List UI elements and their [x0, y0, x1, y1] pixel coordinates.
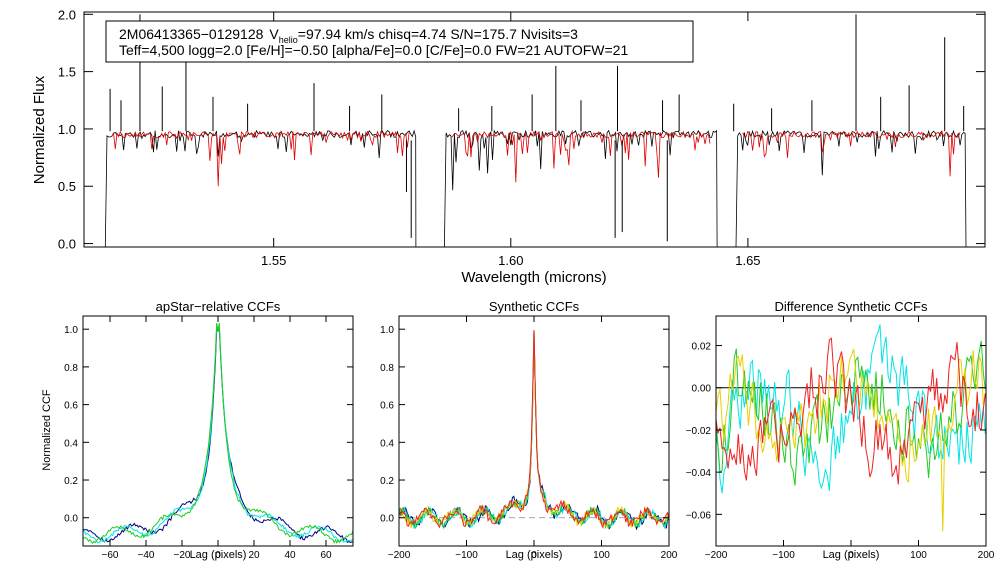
synthetic-ccf-ytick-label: 0.0 — [380, 514, 394, 525]
apstar-ccf-xlabel: Lag (pixels) — [190, 549, 247, 561]
spectrum-xlabel: Wavelength (microns) — [461, 269, 606, 286]
synthetic-ccf-xtick-label: 200 — [661, 550, 678, 561]
apstar-ccf-panel: apStar−relative CCFs −60 −40 −20 0 20 40 60 0.0… — [41, 299, 354, 561]
difference-ccf-ytick-label: 0.02 — [692, 342, 712, 353]
spectrum-ylabel: Normalized Flux — [31, 75, 48, 184]
apstar-ccf-xtick-label: −20 — [174, 550, 191, 561]
synthetic-ccf-xtick-label: −200 — [388, 550, 411, 561]
spectrum-ytick-label: 1.5 — [58, 65, 76, 80]
apstar-ccf-xtick-label: −40 — [138, 550, 155, 561]
apstar-ccf-ytick-label: 0.6 — [64, 401, 78, 412]
apstar-ccf-xtick-label: 20 — [248, 550, 260, 561]
spectrum-model-chip-2 — [450, 129, 711, 183]
apstar-ccf-ytick-label: 0.2 — [64, 476, 78, 487]
spectrum-model-chip-1 — [111, 130, 410, 187]
spectrum-xtick-label: 1.60 — [498, 253, 523, 268]
difference-ccf-xtick-label: −100 — [772, 550, 795, 561]
synthetic-ccf-series-5 — [398, 330, 670, 530]
apstar-ccf-title: apStar−relative CCFs — [156, 299, 281, 314]
spectrum-ytick-label: 0.5 — [58, 179, 76, 194]
apstar-ccf-ytick-label: 0.0 — [64, 514, 78, 525]
apstar-ccf-xtick-label: 40 — [284, 550, 296, 561]
synthetic-ccf-ytick-label: 0.8 — [380, 363, 394, 374]
vhelio-subscript: helio — [279, 35, 298, 45]
spectrum-ytick-label: 0.0 — [58, 237, 76, 252]
info-line-2: Teff=4,500 logg=2.0 [Fe/H]=−0.50 [alpha/… — [119, 42, 628, 58]
apstar-ccf-series-3 — [82, 322, 354, 545]
difference-ccf-xtick-label: 200 — [978, 550, 995, 561]
difference-ccf-series-1 — [715, 324, 986, 494]
apstar-ccf-xtick-label: 0 — [215, 550, 221, 561]
apstar-ccf-ylabel: Normalized CCF — [41, 389, 53, 471]
vhelio-symbol: V — [269, 26, 279, 42]
spectrum-ytick-label: 2.0 — [58, 7, 76, 22]
apstar-ccf-ytick-label: 0.8 — [64, 363, 78, 374]
synthetic-ccf-ytick-label: 0.6 — [380, 401, 394, 412]
apstar-ccf-xtick-label: −60 — [102, 550, 119, 561]
synthetic-ccf-xtick-label: 100 — [593, 550, 610, 561]
difference-ccf-xlabel: Lag (pixels) — [823, 549, 880, 561]
difference-ccf-series-4 — [715, 337, 986, 485]
difference-ccf-ytick-label: −0.04 — [686, 468, 712, 479]
spectrum-xtick-label: 1.65 — [735, 253, 760, 268]
apstar-ccf-xtick-label: 60 — [320, 550, 332, 561]
synthetic-ccf-ytick-label: 1.0 — [380, 325, 394, 336]
star-id: 2M06413365−0129128 — [119, 26, 264, 42]
spectrum-frame — [83, 11, 986, 248]
spectrum-ytick-label: 1.0 — [58, 122, 76, 137]
difference-ccf-panel: Difference Synthetic CCFs −200 −100 0 100 20… — [686, 299, 995, 561]
apstar-ccf-ytick-label: 1.0 — [64, 325, 78, 336]
difference-ccf-ytick-label: −0.06 — [686, 510, 712, 521]
difference-ccf-xtick-label: 0 — [848, 550, 854, 561]
spectrum-xtick-label: 1.55 — [261, 253, 286, 268]
spectrum-model-chip-3 — [742, 130, 961, 177]
difference-ccf-ytick-label: −0.02 — [686, 426, 712, 437]
synthetic-ccf-xtick-label: 0 — [531, 550, 537, 561]
apstar-ccf-ytick-label: 0.4 — [64, 438, 78, 449]
synthetic-ccf-panel: Synthetic CCFs −200 −100 0 100 200 0.0 0.2 0.4 0… — [380, 299, 678, 561]
synthetic-ccf-ytick-label: 0.4 — [380, 438, 394, 449]
info-box — [105, 20, 694, 63]
synthetic-ccf-ytick-label: 0.2 — [380, 476, 394, 487]
synthetic-ccf-xtick-label: −100 — [455, 550, 478, 561]
difference-ccf-xtick-label: −200 — [705, 550, 728, 561]
difference-ccf-xtick-label: 100 — [910, 550, 927, 561]
synthetic-ccf-xlabel: Lag (pixels) — [506, 549, 563, 561]
difference-ccf-series-3 — [715, 349, 986, 532]
vhelio-values: =97.94 km/s chisq=4.74 S/N=175.7 Nvisits… — [298, 26, 578, 42]
info-line-1: 2M06413365−0129128 Vhelio=97.94 km/s chis… — [119, 26, 578, 45]
difference-ccf-ytick-label: 0.00 — [692, 384, 712, 395]
spectrum-panel: 1.55 1.60 1.65 0.0 0.5 1.0 1.5 2.0 2M06413365−0… — [31, 7, 986, 286]
synthetic-ccf-title: Synthetic CCFs — [489, 299, 580, 314]
difference-ccf-title: Difference Synthetic CCFs — [775, 299, 928, 314]
